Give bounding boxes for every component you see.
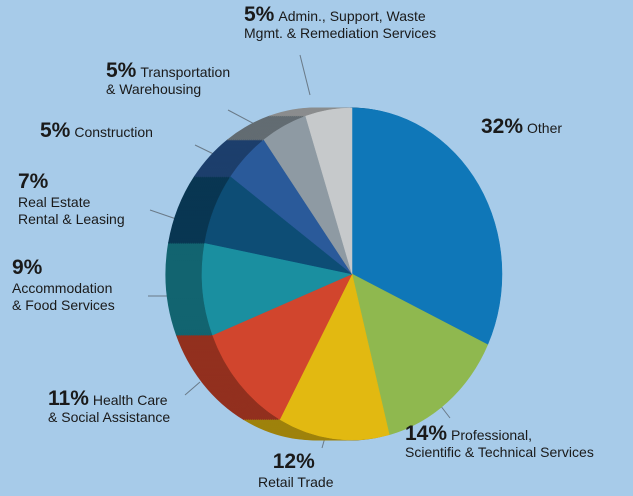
value-label: 12% — [272, 450, 315, 473]
slice — [279, 273, 390, 441]
leader-line — [299, 54, 311, 96]
value-label: 14% — [405, 422, 448, 445]
data-label: 5% Transportation & Warehousing — [106, 59, 231, 98]
data-label: 11% Health Care & Social Assistance — [48, 387, 171, 426]
value-label: 9% — [12, 256, 43, 279]
category-label: Health Care & Social Assistance — [48, 392, 171, 425]
data-label: 5% Admin., Support, Waste Mgmt. & Remedia… — [244, 3, 437, 42]
value-label: 7% — [18, 170, 49, 193]
data-label: 7% Real Estate Rental & Leasing — [18, 170, 125, 228]
data-label: 32% Other — [481, 115, 563, 138]
category-label: Other — [527, 120, 563, 136]
slice — [305, 107, 353, 275]
slice — [351, 273, 489, 436]
category-label: Professional, Scientific & Technical Ser… — [405, 427, 594, 460]
leader-line — [184, 381, 201, 396]
category-label: Construction — [74, 124, 153, 140]
data-label: 12% Retail Trade — [258, 450, 333, 491]
value-label: 5% — [244, 3, 275, 26]
value-label: 5% — [40, 119, 71, 142]
category-label: Accommodation & Food Services — [12, 280, 115, 313]
data-label: 14% Professional, Scientific & Technical … — [405, 422, 594, 461]
category-label: Admin., Support, Waste Mgmt. & Remediati… — [244, 8, 437, 41]
value-label: 11% — [48, 387, 89, 410]
data-label: 5% Construction — [40, 119, 153, 142]
slice — [201, 242, 353, 336]
slice — [212, 273, 353, 420]
data-label: 9% Accommodation & Food Services — [12, 256, 115, 314]
category-label: Real Estate Rental & Leasing — [18, 194, 125, 227]
value-label: 32% — [481, 115, 524, 138]
value-label: 5% — [106, 59, 137, 82]
category-label: Retail Trade — [258, 474, 334, 490]
slice — [351, 107, 503, 346]
category-label: Transportation & Warehousing — [106, 64, 231, 97]
